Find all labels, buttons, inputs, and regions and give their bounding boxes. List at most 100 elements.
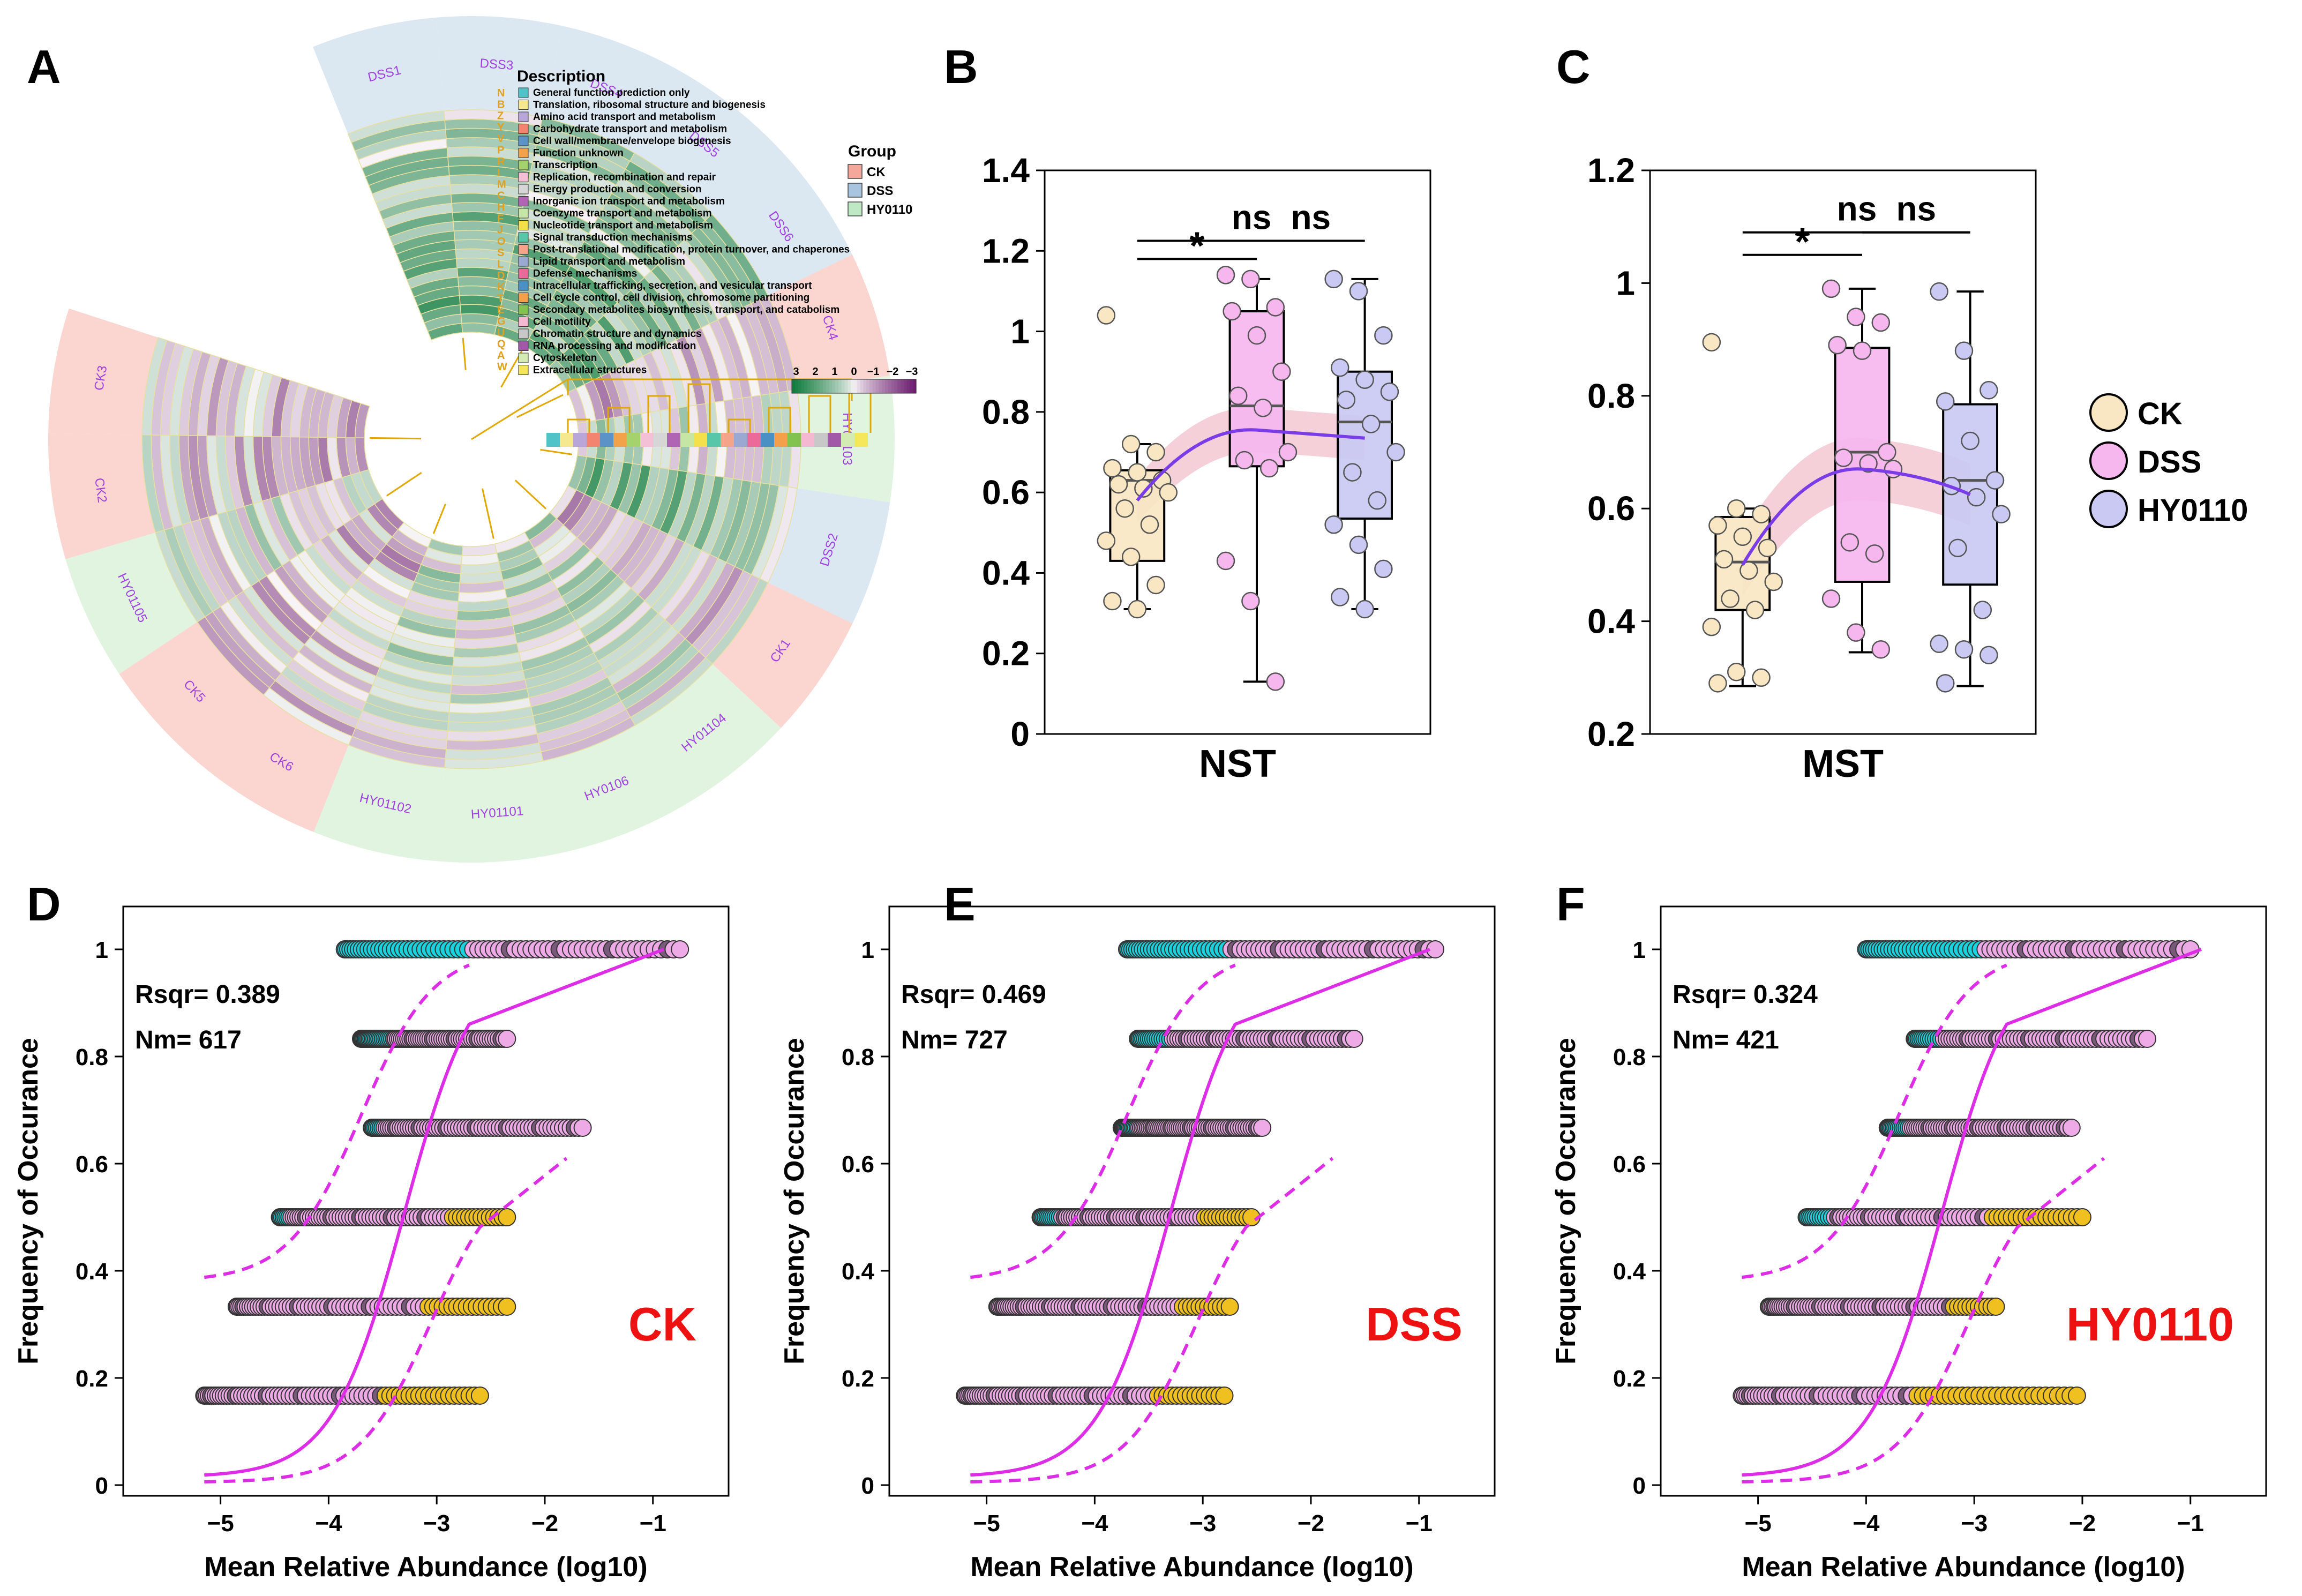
colorbar-cell <box>826 379 830 393</box>
description-swatch <box>518 328 529 339</box>
otu-point <box>470 1387 489 1405</box>
colorbar-cell <box>794 379 799 393</box>
cog-color-cell <box>734 433 747 447</box>
trend-line <box>1136 428 1365 502</box>
data-point <box>1355 370 1374 389</box>
y-tick-label: 0.6 <box>1613 1151 1646 1178</box>
data-point <box>1961 431 1979 451</box>
dendro-branch <box>768 407 791 433</box>
data-point <box>1128 463 1147 482</box>
data-point <box>1930 634 1948 653</box>
cog-letter: C <box>497 190 505 202</box>
dendro-branch <box>540 448 573 455</box>
description-items: General function prediction onlyTranslat… <box>518 87 850 376</box>
description-swatch <box>518 196 529 206</box>
cog-letter: G <box>497 316 506 327</box>
data-point <box>1259 459 1279 478</box>
cog-color-cell <box>587 433 600 447</box>
description-label: Carbohydrate transport and metabolism <box>533 124 727 135</box>
panel-label-d: D <box>27 878 61 931</box>
description-label: Post-translational modification, protein… <box>533 244 850 256</box>
colorbar-tick: −3 <box>906 366 918 378</box>
dendro-branch <box>728 418 751 433</box>
y-tick-label: 0.4 <box>1587 602 1635 641</box>
data-point <box>1324 515 1343 534</box>
signif-star: * <box>1189 224 1204 267</box>
description-swatch <box>518 136 529 146</box>
colorbar-cell <box>906 379 910 393</box>
otu-point <box>1345 1030 1363 1048</box>
y-tick-label: 1 <box>1616 264 1635 302</box>
sample-label-dss3: DSS3 <box>479 56 514 73</box>
group-name-label: CK <box>628 1298 696 1351</box>
data-point <box>1235 451 1254 470</box>
otu-point <box>2073 1208 2091 1226</box>
colorbar-cell <box>798 379 801 393</box>
cog-color-cell <box>707 433 721 447</box>
data-point <box>1272 362 1291 381</box>
data-point <box>1103 591 1122 611</box>
y-tick-label: 1.2 <box>982 231 1030 270</box>
group-sector-ck4 <box>768 254 890 390</box>
data-point <box>1745 601 1765 619</box>
y-tick-label: 0.8 <box>982 393 1030 431</box>
data-point <box>1361 415 1381 433</box>
group-name-label: DSS <box>1366 1298 1463 1351</box>
group-sector-dss6 <box>711 150 852 296</box>
data-point <box>1821 279 1841 298</box>
data-point <box>1708 674 1727 693</box>
data-point <box>1702 333 1721 352</box>
cog-letter: Z <box>497 110 504 122</box>
dendro-branch <box>567 418 590 433</box>
description-label: Energy production and conversion <box>533 184 702 195</box>
x-tick-label: −4 <box>1853 1510 1880 1537</box>
data-point <box>1349 535 1368 555</box>
data-point <box>1266 298 1285 317</box>
x-tick-label: −4 <box>315 1510 342 1537</box>
y-tick-label: 0.6 <box>76 1151 108 1178</box>
group-sector-dss3 <box>436 16 563 118</box>
cog-color-cell <box>828 433 841 447</box>
neutral-fit-curve <box>970 948 1431 1477</box>
data-point <box>1878 443 1896 462</box>
cog-color-cell <box>627 433 640 447</box>
group-swatch <box>848 183 863 198</box>
y-tick-label: 0.2 <box>1587 715 1635 753</box>
otu-point <box>573 1119 592 1137</box>
colorbar-cell <box>866 379 870 393</box>
y-tick-label: 1.4 <box>982 151 1030 190</box>
cog-color-cell <box>654 433 667 447</box>
description-label: Defense mechanisms <box>533 268 637 280</box>
data-point <box>1930 282 1948 301</box>
cog-color-cell <box>680 433 694 447</box>
otu-point <box>2138 1030 2157 1048</box>
group-legend-items: CK DSS HY0110 <box>848 164 912 217</box>
colorbar-cell <box>841 379 845 393</box>
colorbar-cell <box>879 379 882 393</box>
legend-marker <box>2089 490 2128 528</box>
colorbar-cell <box>820 379 823 393</box>
cog-color-cell <box>801 433 814 447</box>
dendro-top <box>471 378 853 440</box>
cog-color-cell <box>667 433 680 447</box>
colorbar-cell <box>897 379 901 393</box>
description-label: RNA processing and modification <box>533 341 696 352</box>
description-label: Lipid transport and metabolism <box>533 256 685 267</box>
otu-point <box>1986 1298 2005 1316</box>
description-label: Chromatin structure and dynamics <box>533 328 702 340</box>
cog-color-cell <box>747 433 761 447</box>
dendro-branch <box>432 504 446 534</box>
data-point <box>1146 443 1165 462</box>
data-point <box>1324 269 1343 289</box>
description-label: Amino acid transport and metabolism <box>533 111 716 123</box>
data-point <box>1739 561 1758 580</box>
data-point <box>1727 663 1746 681</box>
nm-label: Nm= 617 <box>135 1026 242 1054</box>
data-point <box>1330 588 1349 606</box>
cog-letter: H <box>497 201 505 213</box>
data-point <box>1228 386 1248 406</box>
colorbar-cell <box>901 379 904 393</box>
colorbar-cell <box>813 379 817 393</box>
data-point <box>1140 515 1159 534</box>
data-point <box>1834 448 1853 467</box>
